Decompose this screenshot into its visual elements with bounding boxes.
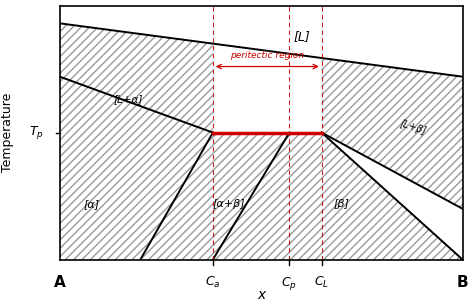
- Text: $T_p$: $T_p$: [29, 124, 44, 141]
- Text: [α]: [α]: [84, 199, 100, 209]
- Text: peritectic region: peritectic region: [230, 51, 304, 60]
- Text: A: A: [54, 275, 66, 290]
- Text: [L+α]: [L+α]: [114, 95, 143, 105]
- Text: Temperature: Temperature: [1, 93, 14, 172]
- Text: x: x: [257, 288, 265, 302]
- Text: B: B: [457, 275, 468, 290]
- Text: [L]: [L]: [293, 30, 310, 42]
- Text: [α+β]: [α+β]: [213, 199, 246, 209]
- Text: [L+β]: [L+β]: [398, 119, 427, 136]
- Text: $C_p$: $C_p$: [282, 275, 297, 292]
- Text: $C_L$: $C_L$: [314, 275, 329, 290]
- Text: [β]: [β]: [334, 199, 350, 209]
- Text: $C_a$: $C_a$: [205, 275, 220, 290]
